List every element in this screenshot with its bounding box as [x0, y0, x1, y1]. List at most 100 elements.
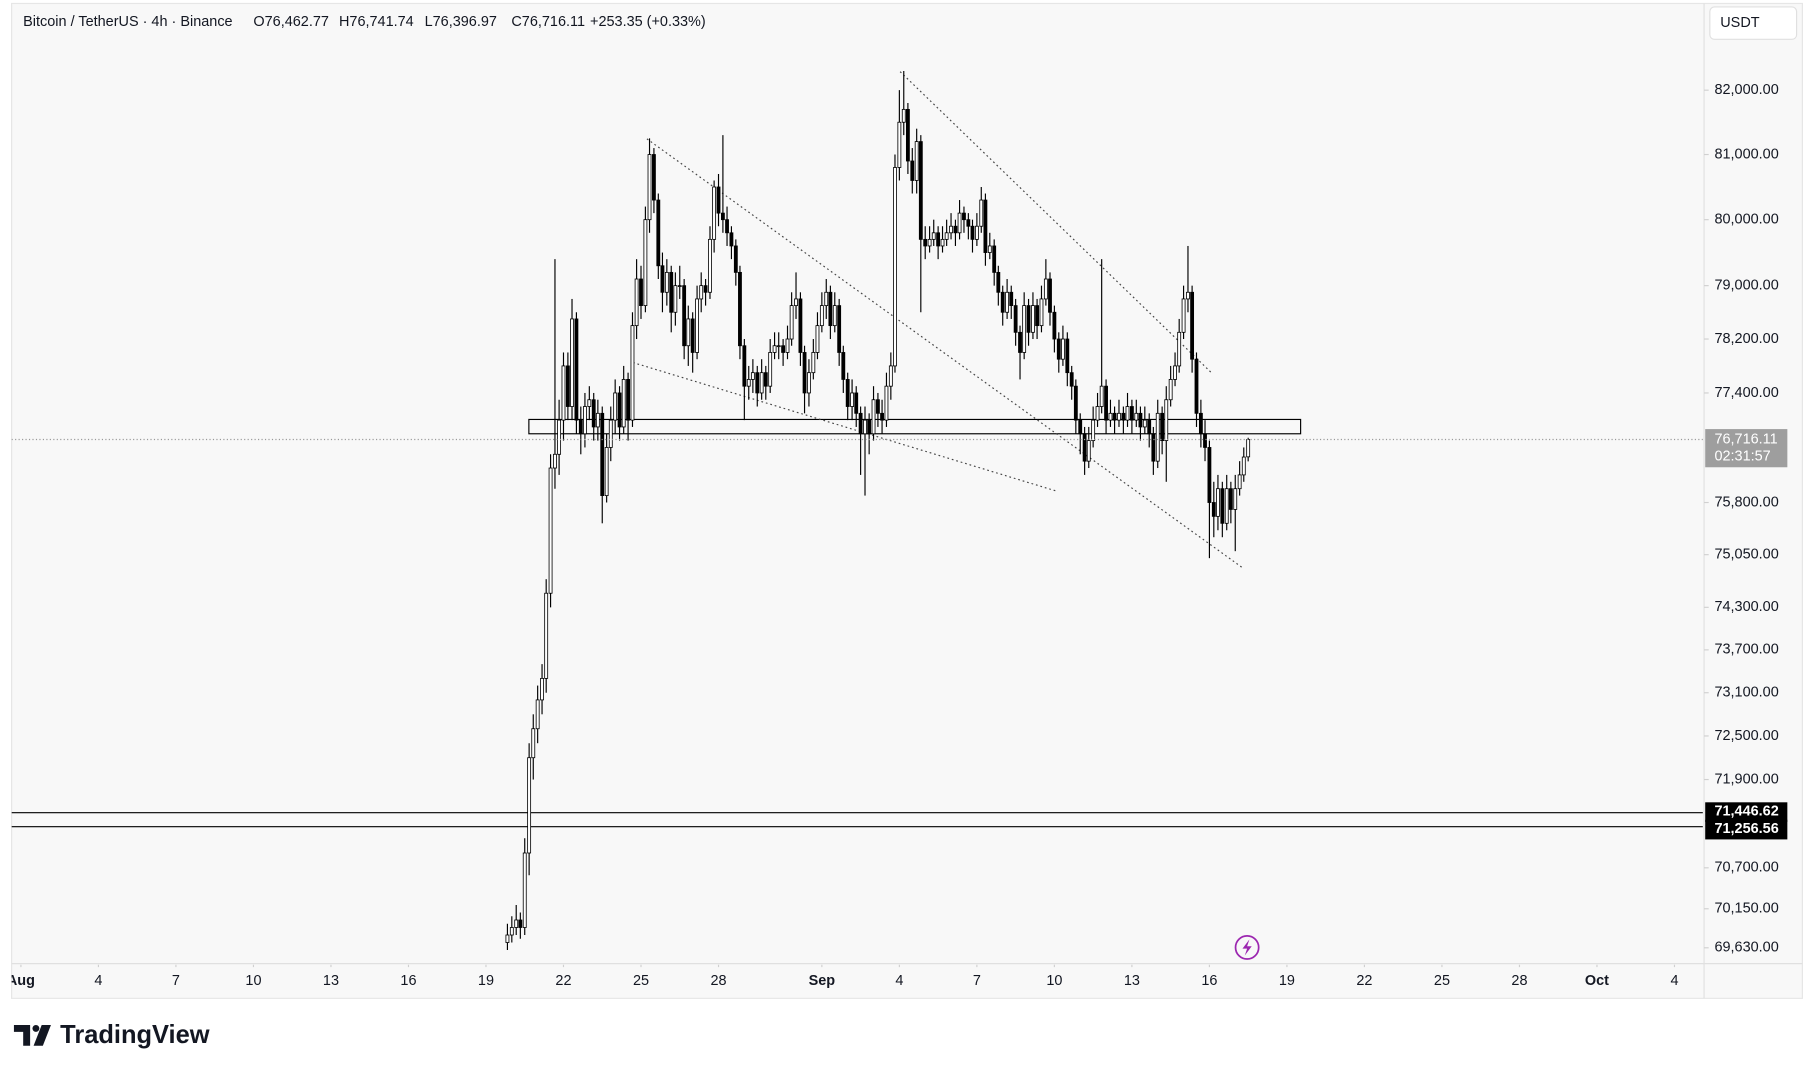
candle-body: [574, 318, 579, 421]
candle-body: [1043, 278, 1048, 300]
candle-body: [897, 121, 902, 168]
candle-body: [1147, 419, 1152, 435]
brand[interactable]: TradingView: [60, 1021, 210, 1049]
y-tick-label: 70,150.00: [1714, 901, 1778, 917]
candle-body: [1013, 305, 1018, 333]
y-tick-label: 78,200.00: [1714, 331, 1778, 347]
candle-body: [1099, 385, 1104, 407]
candle-body: [755, 372, 760, 394]
candle-body: [703, 285, 708, 293]
candle-body: [1155, 412, 1160, 462]
candle-body: [712, 186, 717, 240]
candle-body: [819, 305, 824, 327]
candle-body: [1069, 372, 1074, 387]
brand-logo[interactable]: [13, 1024, 51, 1046]
currency[interactable]: USDT: [1720, 15, 1760, 31]
candle-body: [996, 271, 1001, 293]
x-tick-label: 22: [1356, 973, 1372, 989]
candle-body: [535, 699, 540, 730]
candle-body: [509, 927, 514, 936]
candle-body: [759, 372, 764, 394]
candle-body: [505, 934, 510, 943]
candle-body: [1125, 406, 1130, 421]
trend-line: [899, 71, 1214, 375]
y-tick-label: 80,000.00: [1714, 211, 1778, 227]
candle-body: [626, 379, 630, 421]
candle-body: [591, 399, 596, 428]
candle-body: [1082, 433, 1087, 462]
candle-body: [794, 298, 798, 307]
y-tick-label: 82,000.00: [1714, 82, 1778, 98]
candle-body: [1203, 433, 1207, 448]
last-price-label: 76,716.11: [1714, 431, 1777, 447]
candle-body: [871, 399, 876, 435]
candle-body: [807, 372, 811, 394]
candle-body: [785, 338, 790, 353]
candle-body: [1073, 385, 1078, 421]
candle-body: [811, 352, 816, 374]
candle-body: [923, 238, 928, 247]
x-tick-label: 22: [555, 973, 571, 989]
candle-body: [613, 392, 618, 421]
x-tick-label: 28: [710, 973, 726, 989]
x-tick-label: 7: [973, 973, 981, 989]
hline-label: 71,446.62: [1714, 803, 1778, 819]
candle-body: [936, 232, 941, 247]
candle-body: [1181, 298, 1186, 333]
candle-body: [1104, 385, 1108, 421]
candle-body: [1160, 412, 1165, 442]
candle-body: [729, 232, 734, 247]
candle-body: [742, 345, 747, 387]
candle-body: [905, 108, 910, 162]
x-tick-label: 16: [400, 973, 416, 989]
candle-body: [1190, 291, 1195, 360]
candle-body: [1052, 311, 1057, 340]
currency-button[interactable]: [1709, 6, 1798, 40]
candle-body: [940, 238, 945, 247]
candle-body: [738, 271, 742, 347]
candle-body: [854, 392, 859, 414]
candle-body: [1129, 406, 1134, 421]
candle-body: [1026, 305, 1031, 333]
candle-body: [824, 291, 829, 307]
x-tick-label: Sep: [809, 973, 836, 989]
hline-label-box: [1705, 819, 1788, 840]
candle-body: [608, 419, 613, 448]
candle-body: [1039, 298, 1044, 327]
candle-body: [514, 919, 519, 928]
candle-body: [548, 467, 553, 594]
candle-body: [966, 219, 971, 227]
change-label: +253.35 (+0.33%): [590, 14, 706, 30]
candle-body: [699, 285, 704, 300]
open-label: O76,462.77: [253, 14, 329, 30]
candle-body: [746, 379, 751, 387]
candle-body: [918, 141, 923, 240]
candle-body: [690, 318, 695, 353]
candle-body: [1108, 412, 1113, 421]
candle-body: [992, 245, 997, 273]
candle-body: [669, 271, 674, 313]
candle-body: [1117, 412, 1121, 421]
candle-body: [867, 419, 872, 435]
candle-body: [1168, 379, 1173, 401]
candle-body: [660, 265, 665, 293]
hline-label-box: [1705, 802, 1788, 822]
candle-body: [647, 154, 652, 221]
candle-body: [1211, 502, 1216, 517]
x-tick-label: 7: [172, 973, 180, 989]
candle-body: [863, 419, 867, 435]
candle-body: [643, 219, 648, 307]
candle-body: [1237, 474, 1242, 490]
candle-body: [708, 238, 712, 293]
candle-body: [1164, 399, 1169, 442]
candle-body: [837, 305, 842, 353]
candle-body: [565, 365, 570, 407]
alert-icon[interactable]: [1234, 935, 1260, 960]
candle-body: [725, 219, 729, 234]
candle-body: [987, 245, 992, 253]
candle-body: [570, 318, 574, 407]
candle-body: [1078, 419, 1083, 435]
x-tick-label: Aug: [7, 973, 35, 989]
